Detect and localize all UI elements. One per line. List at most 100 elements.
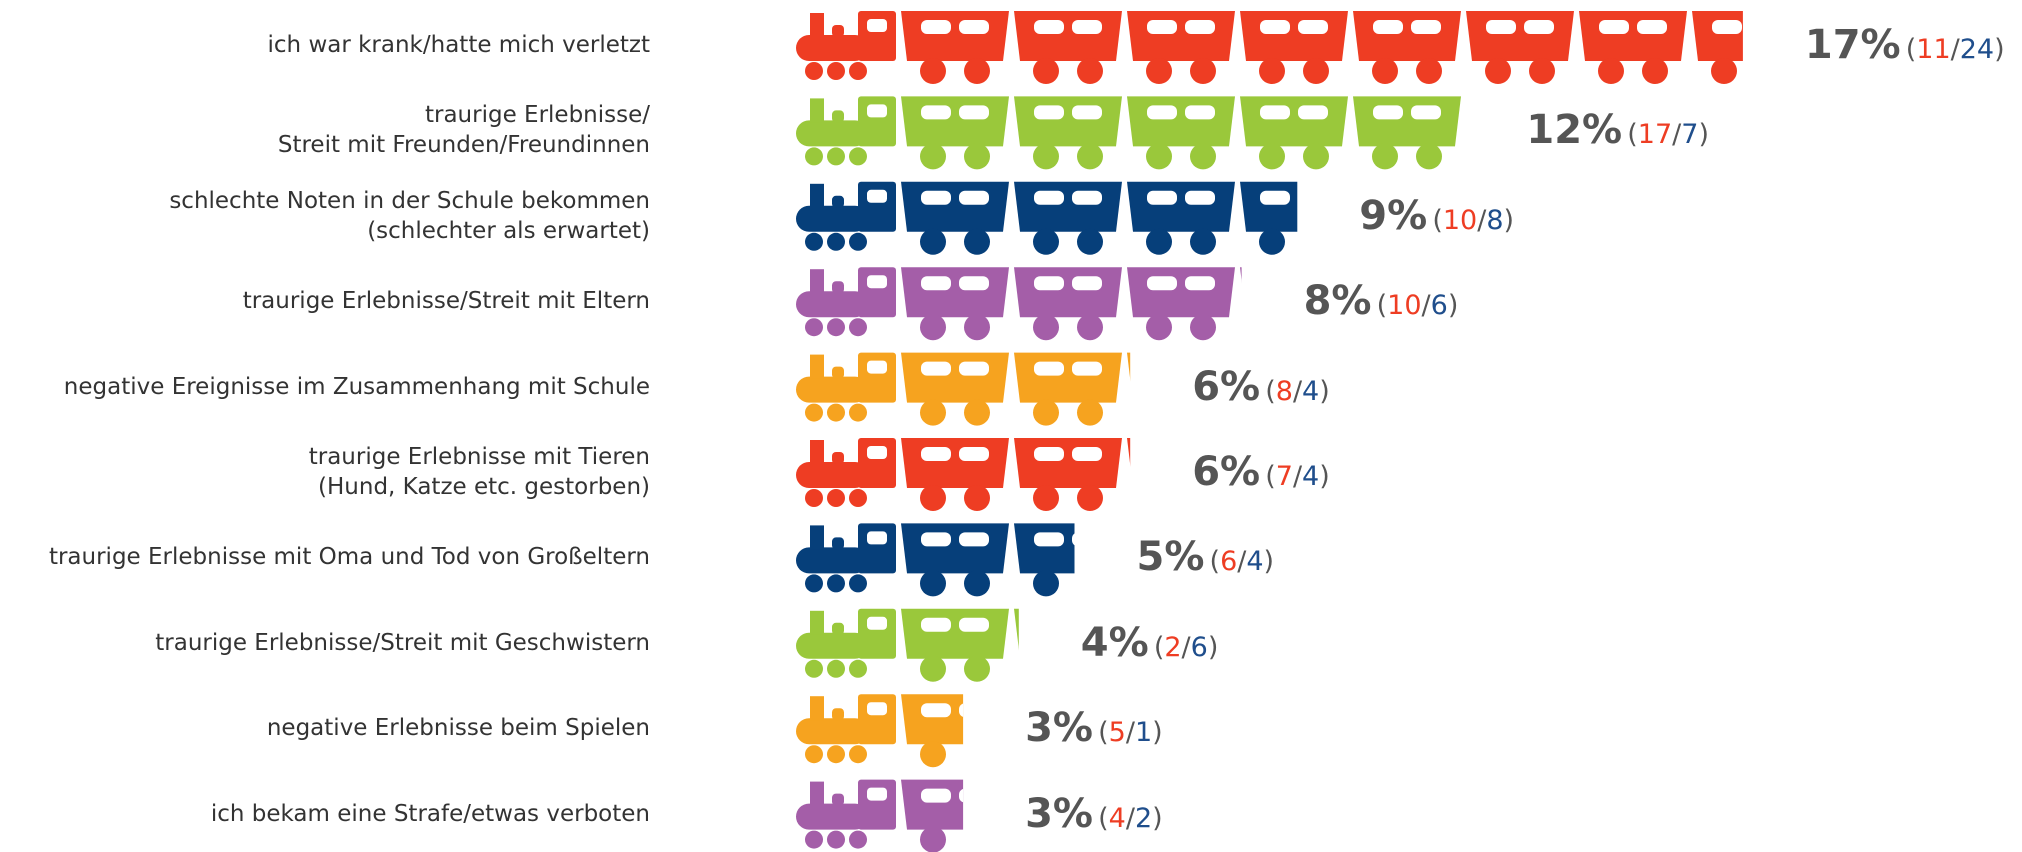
car-body xyxy=(1353,11,1461,61)
car-body xyxy=(1805,182,1913,232)
count-blue: 2 xyxy=(1134,802,1153,834)
car-wheel xyxy=(1598,400,1624,426)
car-window xyxy=(1298,532,1328,546)
car-wheel xyxy=(1755,827,1781,852)
car-window xyxy=(1637,20,1667,34)
paren: ) xyxy=(1319,375,1330,407)
car-wheel xyxy=(1868,143,1894,169)
car-window xyxy=(1298,618,1328,632)
engine-dome xyxy=(832,537,844,550)
car-wheel xyxy=(1598,314,1624,340)
car-window xyxy=(1147,105,1177,120)
car-wheel xyxy=(1190,58,1216,84)
car-wheel xyxy=(1190,827,1216,852)
car-wheel xyxy=(1937,314,1963,340)
car-window xyxy=(1373,789,1403,803)
car-body xyxy=(1014,438,1122,488)
car-window xyxy=(1147,362,1177,376)
engine-chimney xyxy=(810,610,824,635)
car-window xyxy=(1637,532,1667,546)
car-window xyxy=(921,788,951,803)
car-window xyxy=(1411,105,1441,120)
car-body xyxy=(1579,438,1687,488)
car-window xyxy=(1938,105,1968,119)
engine-chimney xyxy=(810,781,824,806)
car-body xyxy=(1805,353,1913,403)
car-body xyxy=(901,96,1009,147)
car-window xyxy=(1373,618,1403,632)
paren: ) xyxy=(1319,461,1330,492)
car-body xyxy=(901,11,1009,61)
car-window xyxy=(1938,789,1968,803)
car-body xyxy=(1579,780,1687,830)
car-body xyxy=(1692,438,1800,488)
car-wheel xyxy=(1642,827,1668,852)
category-label: ich bekam eine Strafe/etwas verboten xyxy=(210,800,650,827)
car-wheel xyxy=(1529,570,1555,596)
car-window xyxy=(921,105,951,120)
engine-wheel xyxy=(849,147,867,166)
car-wheel xyxy=(1711,58,1737,84)
car-wheel xyxy=(920,655,946,682)
car-wheel xyxy=(1981,314,2007,340)
category-label: traurige Erlebnisse/ Streit mit Freunden… xyxy=(277,102,650,159)
car-wheel xyxy=(1824,229,1850,255)
car-wheel xyxy=(964,143,990,170)
car-wheel xyxy=(1981,229,2007,255)
car-window xyxy=(1825,362,1855,376)
car-wheel xyxy=(1755,314,1781,340)
car-wheel xyxy=(1598,741,1624,767)
car-wheel xyxy=(1755,400,1781,426)
car-body xyxy=(1579,609,1687,659)
count-red: 2 xyxy=(1164,631,1182,663)
car-window xyxy=(1034,190,1064,205)
percent: 3% xyxy=(1025,705,1094,752)
car-window xyxy=(1976,276,2006,290)
car-wheel xyxy=(1529,58,1555,84)
car-wheel xyxy=(1755,570,1781,596)
car-body xyxy=(1466,267,1574,317)
car-window xyxy=(1298,703,1328,717)
car-window xyxy=(1863,105,1893,119)
car-window xyxy=(1863,276,1893,290)
percent: 17% xyxy=(1804,22,1901,68)
engine-wheel xyxy=(805,745,823,764)
engine-dome xyxy=(832,452,844,464)
engine-wheel xyxy=(849,574,867,593)
category-label: traurige Erlebnisse/Streit mit Geschwist… xyxy=(155,629,650,656)
count-blue: 1 xyxy=(1134,717,1153,749)
car-wheel xyxy=(1711,741,1737,767)
car-wheel xyxy=(1529,314,1555,340)
car-window xyxy=(1712,191,1742,205)
value-label: 12% (17/7) xyxy=(1526,107,1709,153)
car-wheel xyxy=(1416,827,1442,852)
percent: 3% xyxy=(1025,790,1094,837)
slash: / xyxy=(1237,546,1247,578)
car-wheel xyxy=(1868,656,1894,682)
train-bar xyxy=(796,608,1894,682)
car-window xyxy=(1034,361,1064,376)
car-window xyxy=(1411,362,1441,376)
car-body xyxy=(901,438,1009,488)
car-body xyxy=(901,181,1009,232)
car-window xyxy=(1072,447,1102,461)
car-wheel xyxy=(1146,143,1172,170)
car-body xyxy=(1918,523,2022,573)
count-blue: 8 xyxy=(1486,204,1504,236)
car-body xyxy=(1466,438,1574,488)
car-body xyxy=(1579,11,1687,61)
counts: (6/4) xyxy=(1210,546,1275,577)
car-window xyxy=(921,447,951,461)
car-window xyxy=(1750,447,1780,461)
car-window xyxy=(1260,618,1290,632)
car-wheel xyxy=(1077,399,1103,426)
car-body xyxy=(1014,267,1122,318)
engine-boiler xyxy=(796,376,868,403)
car-wheel xyxy=(1824,827,1850,852)
car-wheel xyxy=(1755,656,1781,682)
paren: ( xyxy=(1265,375,1276,407)
engine-boiler xyxy=(796,291,868,318)
car-wheel xyxy=(1981,570,2007,596)
car-wheel xyxy=(964,570,990,597)
engine-cab xyxy=(858,181,896,232)
